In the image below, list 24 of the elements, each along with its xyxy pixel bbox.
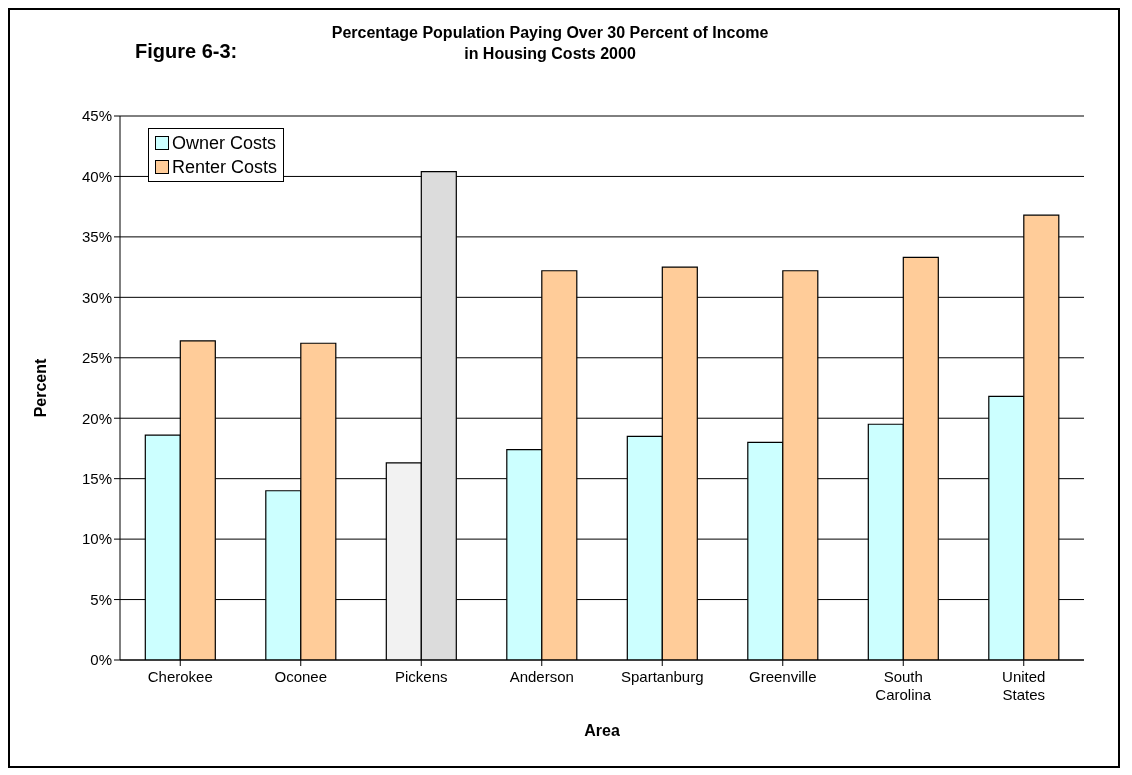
y-tick-label: 30% bbox=[81, 288, 112, 306]
chart-title: Percentage Population Paying Over 30 Percent of Income in Housing Costs 2000 bbox=[330, 23, 770, 64]
x-tick-label: Spartanburg bbox=[620, 668, 704, 685]
x-tick-label: South Carolina bbox=[875, 668, 932, 703]
legend-label: Owner Costs bbox=[172, 132, 277, 155]
x-axis-title: Area bbox=[584, 722, 620, 739]
y-tick-label: 0% bbox=[90, 651, 112, 669]
legend-label: Renter Costs bbox=[172, 156, 278, 179]
x-tick-label: Pickens bbox=[394, 668, 448, 685]
x-tick-label: United States bbox=[1002, 668, 1046, 703]
y-tick-label: 40% bbox=[81, 167, 112, 185]
y-tick-label: 10% bbox=[81, 530, 112, 548]
y-tick-label: 15% bbox=[81, 469, 112, 487]
y-tick-label: 20% bbox=[81, 409, 112, 427]
y-axis-title: Percent bbox=[31, 357, 49, 418]
caption: Figure 6-3: bbox=[135, 40, 238, 63]
y-tick-label: 25% bbox=[81, 349, 112, 367]
x-tick-label: Greenville bbox=[748, 668, 817, 685]
x-tick-label: Anderson bbox=[509, 668, 574, 685]
y-tick-label: 35% bbox=[81, 228, 112, 246]
x-tick-label: Oconee bbox=[274, 668, 328, 685]
y-tick-label: 5% bbox=[90, 590, 112, 608]
x-tick-label: Cherokee bbox=[147, 668, 213, 685]
y-tick-label: 45% bbox=[81, 107, 112, 125]
